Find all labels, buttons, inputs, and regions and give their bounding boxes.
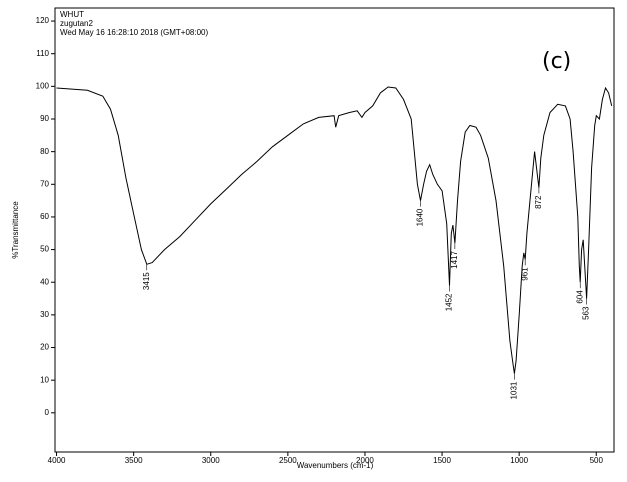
- spectrum-line: [56, 86, 613, 374]
- y-tick-label: 80: [40, 147, 49, 156]
- y-tick-label: 0: [45, 408, 50, 417]
- peak-label: 563: [582, 306, 591, 320]
- y-axis-label: %Transmittance: [11, 201, 20, 259]
- header-line: zugutan2: [60, 19, 93, 28]
- y-tick-label: 60: [40, 212, 49, 221]
- peak-label: 1417: [450, 251, 459, 269]
- peak-label: 3415: [142, 272, 151, 290]
- y-tick-label: 120: [36, 16, 50, 25]
- x-tick-label: 3000: [202, 456, 220, 465]
- x-axis-label: Wavenumbers (cm-1): [297, 461, 374, 470]
- y-tick-label: 30: [40, 310, 49, 319]
- y-tick-label: 90: [40, 114, 49, 123]
- x-tick-label: 2000: [356, 456, 374, 465]
- peak-label: 961: [520, 267, 529, 281]
- y-tick-label: 10: [40, 375, 49, 384]
- header-line: Wed May 16 16:28:10 2018 (GMT+08:00): [60, 28, 208, 37]
- x-tick-label: 1500: [433, 456, 451, 465]
- y-tick-label: 100: [36, 81, 50, 90]
- panel-label: (c): [542, 49, 571, 74]
- peak-label: 1640: [416, 208, 425, 226]
- y-tick-label: 110: [36, 49, 49, 58]
- x-tick-label: 2500: [279, 456, 297, 465]
- y-tick-label: 70: [40, 179, 49, 188]
- x-tick-label: 1000: [510, 456, 528, 465]
- x-tick-label: 4000: [48, 456, 66, 465]
- y-tick-label: 40: [40, 277, 49, 286]
- peak-label: 872: [534, 195, 543, 209]
- x-tick-label: 500: [590, 456, 604, 465]
- header-line: WHUT: [60, 10, 84, 19]
- y-tick-label: 50: [40, 245, 49, 254]
- y-tick-label: 20: [40, 343, 49, 352]
- peak-label: 1031: [509, 381, 518, 399]
- peak-label: 604: [575, 290, 584, 304]
- peak-label: 1452: [445, 293, 454, 311]
- plot-frame: [54, 7, 615, 453]
- x-tick-label: 3500: [125, 456, 143, 465]
